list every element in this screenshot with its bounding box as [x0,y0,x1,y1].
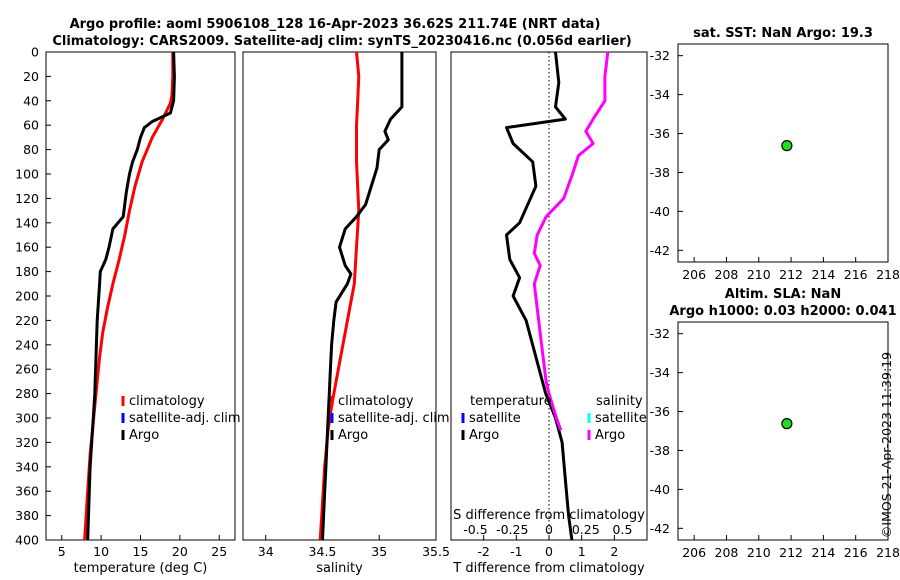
sla-map-lat-tick-label: -40 [650,482,670,497]
t-diff-x-tick-label: 2 [610,544,618,559]
salinity-x-tick-label: 35.5 [422,544,450,559]
t-diff-x-tick-label: 1 [578,544,586,559]
depth-tick-label: 260 [15,362,39,377]
salinity-legend-2-label: Argo [338,428,368,443]
sst-map-lon-tick-label: 218 [876,267,900,282]
depth-tick-label: 400 [15,533,39,548]
sla-map-lon-tick-label: 218 [876,545,900,560]
depth-tick-label: 340 [15,459,39,474]
sla-map-lon-tick-label: 206 [682,545,706,560]
depth-tick-label: 100 [15,167,39,182]
t-diff-x-tick-label: 0 [545,544,553,559]
salinity-legend-0-label: climatology [338,394,414,409]
temperature-xlabel: temperature (deg C) [74,561,208,576]
t-diff-xlabel: T difference from climatology [452,561,645,576]
s-diff-legend-argo-label: Argo [595,428,625,443]
temperature-x-tick-label: 5 [58,544,66,559]
salinity-x-tick-label: 35 [371,544,387,559]
s-diff-tick-label: 0.5 [613,522,633,537]
depth-tick-label: 40 [23,93,39,108]
t-diff-x-tick-label: -2 [477,544,489,559]
depth-tick-label: 240 [15,337,39,352]
salinity-x-tick-label: 34.5 [309,544,337,559]
sla-map-lat-tick-label: -34 [650,365,670,380]
depth-tick-label: 140 [15,215,39,230]
s-diff-tick-label: -0.5 [463,522,487,537]
s-diff-legend-title: salinity [596,394,643,409]
sla-map-lon-tick-label: 214 [811,545,835,560]
depth-tick-label: 360 [15,484,39,499]
s-diff-argo-line [532,51,610,431]
salinity-legend-1-label: satellite-adj. clim [338,411,450,426]
sst-map-lon-tick-label: 216 [844,267,868,282]
sla-map-lat-tick-label: -36 [650,404,670,419]
t-diff-legend-argo-label: Argo [469,428,499,443]
sla-map-lat-tick-label: -32 [650,326,670,341]
salinity-xlabel: salinity [316,561,363,576]
sst-map-lon-tick-label: 210 [747,267,771,282]
temperature-x-tick-label: 25 [211,544,227,559]
depth-tick-label: 220 [15,313,39,328]
sla-map-lat-tick-label: -42 [650,521,670,536]
salinity-argo-line [321,52,404,541]
sla-map-profile-marker [781,418,793,430]
sst-map-lat-tick-label: -36 [650,126,670,141]
t-diff-legend-satellite-label: satellite [469,411,521,426]
sst-map-lat-tick-label: -34 [650,87,670,102]
depth-tick-label: 180 [15,264,39,279]
sst-map-lat-tick-label: -32 [650,48,670,63]
figure-title-line2: Climatology: CARS2009. Satellite-adj cli… [52,34,631,49]
s-diff-xlabel: S difference from climatology [453,508,645,523]
salinity-x-tick-label: 34 [258,544,274,559]
temperature-x-tick-label: 20 [172,544,188,559]
depth-tick-label: 60 [23,118,39,133]
sst-map-title-0: sat. SST: NaN Argo: 19.3 [693,26,873,41]
temperature-x-tick-label: 15 [133,544,149,559]
sst-map-profile-marker [781,140,793,152]
sla-map-title-1: Argo h1000: 0.03 h2000: 0.041 [669,304,896,319]
depth-tick-label: 380 [15,508,39,523]
depth-tick-label: 20 [23,69,39,84]
temperature-axes [45,51,236,541]
salinity-axes [242,51,437,541]
credit-label: ©IMOS 21-Apr-2023 11:39:19 [879,352,894,538]
sla-map-lon-tick-label: 212 [779,545,803,560]
temperature-legend-0-label: climatology [129,394,205,409]
sla-map-lon-tick-label: 208 [715,545,739,560]
s-diff-tick-label: -0.25 [496,522,528,537]
sst-map-lon-tick-label: 212 [779,267,803,282]
depth-tick-label: 160 [15,240,39,255]
depth-tick-label: 80 [23,142,39,157]
t-diff-legend-title: temperature [470,394,552,409]
t-diff-argo-line [505,51,574,541]
s-diff-legend-satellite-label: satellite [595,411,647,426]
temperature-x-tick-label: 10 [93,544,109,559]
depth-tick-label: 280 [15,386,39,401]
figure-title-line1: Argo profile: aoml 5906108_128 16-Apr-20… [70,17,601,32]
depth-tick-label: 200 [15,289,39,304]
sst-map-lat-tick-label: -42 [650,243,670,258]
sst-map-lat-tick-label: -38 [650,165,670,180]
sst-map-axes [677,43,889,263]
s-diff-tick-label: 0.25 [572,522,600,537]
depth-tick-label: 120 [15,191,39,206]
sla-map-lon-tick-label: 216 [844,545,868,560]
temperature-argo-line [86,51,176,541]
s-diff-tick-label: 0 [545,522,553,537]
sla-map-lon-tick-label: 210 [747,545,771,560]
sla-map-axes [677,321,889,541]
temperature-legend-2-label: Argo [129,428,159,443]
sst-map-lat-tick-label: -40 [650,204,670,219]
sla-map-title-0: Altim. SLA: NaN [725,287,841,302]
depth-tick-label: 0 [31,45,39,60]
sst-map-lon-tick-label: 208 [715,267,739,282]
depth-tick-label: 300 [15,411,39,426]
sla-map-lat-tick-label: -38 [650,443,670,458]
sst-map-lon-tick-label: 214 [811,267,835,282]
t-diff-x-tick-label: -1 [510,544,522,559]
sst-map-lon-tick-label: 206 [682,267,706,282]
depth-tick-label: 320 [15,435,39,450]
temperature-legend-1-label: satellite-adj. clim [129,411,241,426]
